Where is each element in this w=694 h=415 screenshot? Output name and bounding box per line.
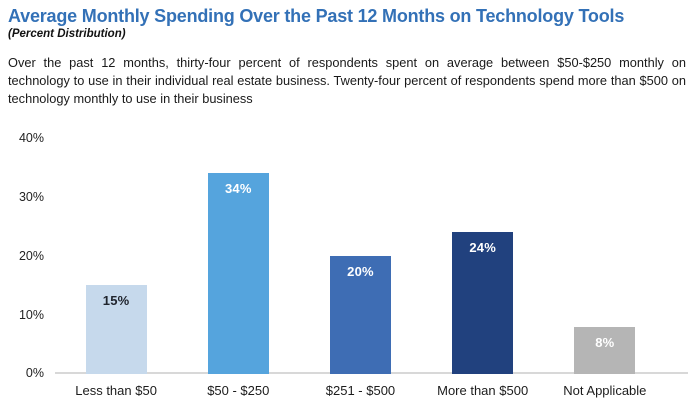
bar-50-250: 34% xyxy=(207,173,269,374)
y-axis-tick-20: 20% xyxy=(18,249,44,263)
bar-slot-less-than-50: 15% Less than $50 xyxy=(55,138,177,408)
y-axis-tick-30: 30% xyxy=(18,190,44,204)
page-title: Average Monthly Spending Over the Past 1… xyxy=(8,6,625,26)
y-axis-tick-10: 10% xyxy=(18,308,44,322)
category-label: $251 - $500 xyxy=(325,383,396,398)
category-label: Not Applicable xyxy=(563,383,647,398)
y-axis-tick-0: 0% xyxy=(25,366,44,380)
bar-251-500: 20% xyxy=(329,256,391,374)
bar-slot-more-than-500: 24% More than $500 xyxy=(422,138,544,408)
bar-less-than-50: 15% xyxy=(85,285,147,374)
bars-row: 15% Less than $50 34% $50 - $250 20% xyxy=(55,138,666,408)
bar-value-label: 8% xyxy=(595,335,615,350)
category-label: Less than $50 xyxy=(75,383,157,398)
category-label: More than $500 xyxy=(437,383,529,398)
bar-slot-50-250: 34% $50 - $250 xyxy=(177,138,299,408)
bar-more-than-500: 24% xyxy=(452,232,514,374)
page-subtitle: (Percent Distribution) xyxy=(8,28,126,40)
bar-value-label: 15% xyxy=(102,293,130,308)
bar-value-label: 24% xyxy=(469,240,496,255)
bar-value-label: 34% xyxy=(224,181,252,196)
bar-value-label: 20% xyxy=(347,264,374,279)
page: Average Monthly Spending Over the Past 1… xyxy=(0,6,694,415)
y-axis-tick-40: 40% xyxy=(18,131,44,145)
category-label: $50 - $250 xyxy=(207,383,270,398)
bar-not-applicable: 8% xyxy=(574,327,636,374)
bar-slot-251-500: 20% $251 - $500 xyxy=(299,138,421,408)
bar-chart: 40% 30% 20% 10% 0% 15% Less than $50 34% xyxy=(0,132,694,415)
description-paragraph: Over the past 12 months, thirty-four per… xyxy=(8,55,686,106)
bar-slot-not-applicable: 8% Not Applicable xyxy=(544,138,666,408)
